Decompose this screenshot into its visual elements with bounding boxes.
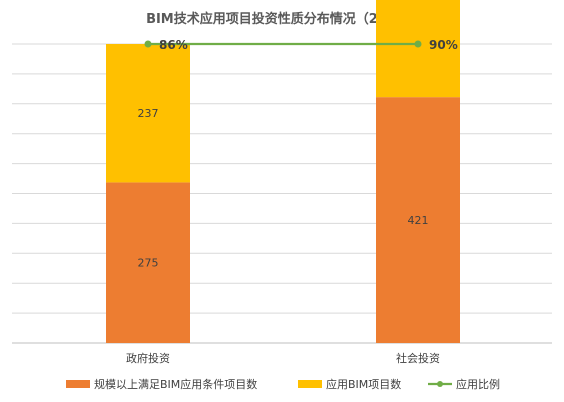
legend-swatch — [298, 380, 322, 388]
ratio-label: 90% — [429, 38, 458, 52]
legend-label: 应用比例 — [456, 377, 500, 391]
ratio-marker — [414, 40, 422, 48]
category-label: 政府投资 — [126, 351, 170, 365]
category-axis: 政府投资 社会投资 — [126, 351, 440, 365]
gridlines — [12, 43, 552, 344]
bar-base-0 — [106, 182, 190, 343]
data-label: 237 — [138, 107, 159, 120]
category-label: 社会投资 — [396, 351, 440, 365]
legend-label: 应用BIM项目数 — [326, 377, 401, 391]
legend: 规模以上满足BIM应用条件项目数 应用BIM项目数 应用比例 — [66, 377, 500, 391]
bar-applied-1 — [376, 0, 460, 98]
ratio-label: 86% — [159, 38, 188, 52]
chart-title: BIM技术应用项目投资性质分布情况（2018） — [146, 11, 418, 27]
legend-swatch — [66, 380, 90, 388]
ratio-line: 86% 90% — [144, 38, 458, 52]
bars: 275237421378 — [106, 0, 460, 343]
legend-label: 规模以上满足BIM应用条件项目数 — [94, 377, 257, 391]
bar-applied-0 — [106, 44, 190, 183]
data-label: 275 — [138, 257, 159, 270]
data-label: 421 — [408, 214, 429, 227]
ratio-marker — [144, 40, 152, 48]
legend-swatch-marker — [437, 381, 443, 387]
bar-base-1 — [376, 97, 460, 343]
